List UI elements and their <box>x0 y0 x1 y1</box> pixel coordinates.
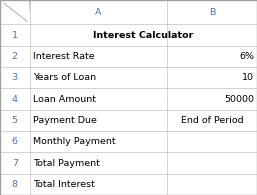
Text: 8: 8 <box>12 180 18 189</box>
Text: 2: 2 <box>12 52 18 61</box>
Text: A: A <box>95 8 102 17</box>
Text: Interest Rate: Interest Rate <box>33 52 94 61</box>
Text: Total Payment: Total Payment <box>33 159 99 168</box>
Text: 6: 6 <box>12 137 18 146</box>
Polygon shape <box>29 0 30 15</box>
Text: 4: 4 <box>12 95 18 104</box>
Text: Years of Loan: Years of Loan <box>33 73 96 82</box>
Text: 3: 3 <box>12 73 18 82</box>
Text: End of Period: End of Period <box>181 116 243 125</box>
Text: 6%: 6% <box>239 52 254 61</box>
Text: 10: 10 <box>242 73 254 82</box>
Text: Interest Calculator: Interest Calculator <box>93 31 194 40</box>
Text: B: B <box>209 8 215 17</box>
Text: Monthly Payment: Monthly Payment <box>33 137 115 146</box>
Text: 5: 5 <box>12 116 18 125</box>
Text: 1: 1 <box>12 31 18 40</box>
Text: Total Interest: Total Interest <box>33 180 95 189</box>
Text: Payment Due: Payment Due <box>33 116 97 125</box>
Text: 50000: 50000 <box>224 95 254 104</box>
Text: 7: 7 <box>12 159 18 168</box>
Text: Loan Amount: Loan Amount <box>33 95 96 104</box>
